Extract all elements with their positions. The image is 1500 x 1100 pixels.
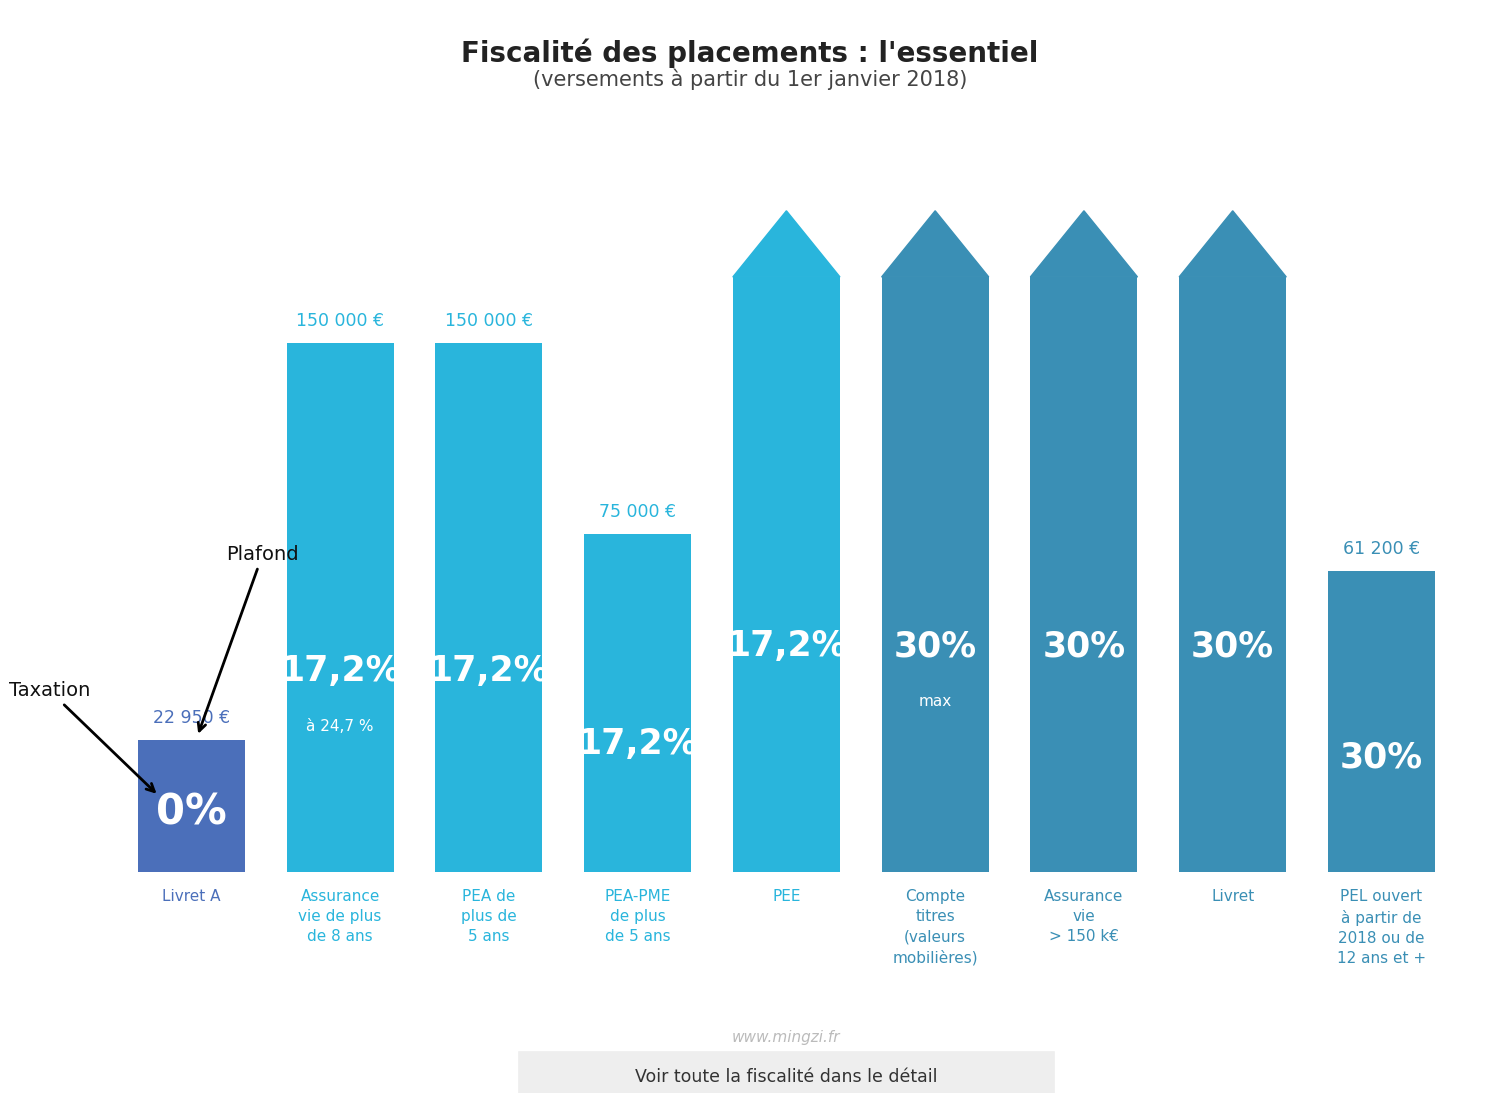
Text: PEE: PEE <box>772 889 801 904</box>
Text: 150 000 €: 150 000 € <box>446 312 532 330</box>
Text: PEA de
plus de
5 ans: PEA de plus de 5 ans <box>460 889 516 945</box>
Text: 17,2%: 17,2% <box>429 654 549 689</box>
Bar <box>734 277 840 872</box>
Text: 0%: 0% <box>156 792 226 834</box>
Text: (versements à partir du 1er janvier 2018): (versements à partir du 1er janvier 2018… <box>532 68 968 90</box>
Text: 61 200 €: 61 200 € <box>1342 540 1420 558</box>
Text: Assurance
vie de plus
de 8 ans: Assurance vie de plus de 8 ans <box>298 889 382 945</box>
Text: www.mingzi.fr: www.mingzi.fr <box>732 1031 840 1045</box>
Text: 30%: 30% <box>1042 629 1125 663</box>
Text: Compte
titres
(valeurs
mobilières): Compte titres (valeurs mobilières) <box>892 889 978 966</box>
Text: 30%: 30% <box>1340 741 1424 774</box>
Bar <box>1328 571 1436 872</box>
Bar <box>519 1052 1054 1100</box>
Polygon shape <box>1179 211 1287 277</box>
Polygon shape <box>882 211 989 277</box>
Text: Plafond: Plafond <box>198 544 298 730</box>
Text: PEL ouvert
à partir de
2018 ou de
12 ans et +: PEL ouvert à partir de 2018 ou de 12 ans… <box>1336 889 1426 966</box>
Text: 17,2%: 17,2% <box>726 629 846 663</box>
Text: PEA-PME
de plus
de 5 ans: PEA-PME de plus de 5 ans <box>604 889 670 945</box>
Bar <box>1030 277 1137 872</box>
Bar <box>882 277 989 872</box>
Text: Voir toute la fiscalité dans le détail: Voir toute la fiscalité dans le détail <box>634 1068 938 1086</box>
Text: 17,2%: 17,2% <box>578 727 698 761</box>
Bar <box>1179 277 1287 872</box>
Bar <box>286 343 393 872</box>
Text: 30%: 30% <box>1191 629 1275 663</box>
Text: 22 950 €: 22 950 € <box>153 708 230 727</box>
Text: 30%: 30% <box>894 629 977 663</box>
Text: 150 000 €: 150 000 € <box>296 312 384 330</box>
Polygon shape <box>1030 211 1137 277</box>
Text: 75 000 €: 75 000 € <box>598 503 676 521</box>
Text: à 24,7 %: à 24,7 % <box>306 719 374 734</box>
Text: Taxation: Taxation <box>9 681 154 792</box>
Text: 17,2%: 17,2% <box>280 654 400 689</box>
Bar <box>584 535 692 872</box>
Text: Assurance
vie
> 150 k€: Assurance vie > 150 k€ <box>1044 889 1124 945</box>
Text: max: max <box>918 694 952 708</box>
Text: Fiscalité des placements : l'essentiel: Fiscalité des placements : l'essentiel <box>462 39 1038 68</box>
Bar <box>138 740 244 872</box>
Text: Livret: Livret <box>1210 889 1254 904</box>
Text: Livret A: Livret A <box>162 889 220 904</box>
Polygon shape <box>734 211 840 277</box>
Bar <box>435 343 543 872</box>
